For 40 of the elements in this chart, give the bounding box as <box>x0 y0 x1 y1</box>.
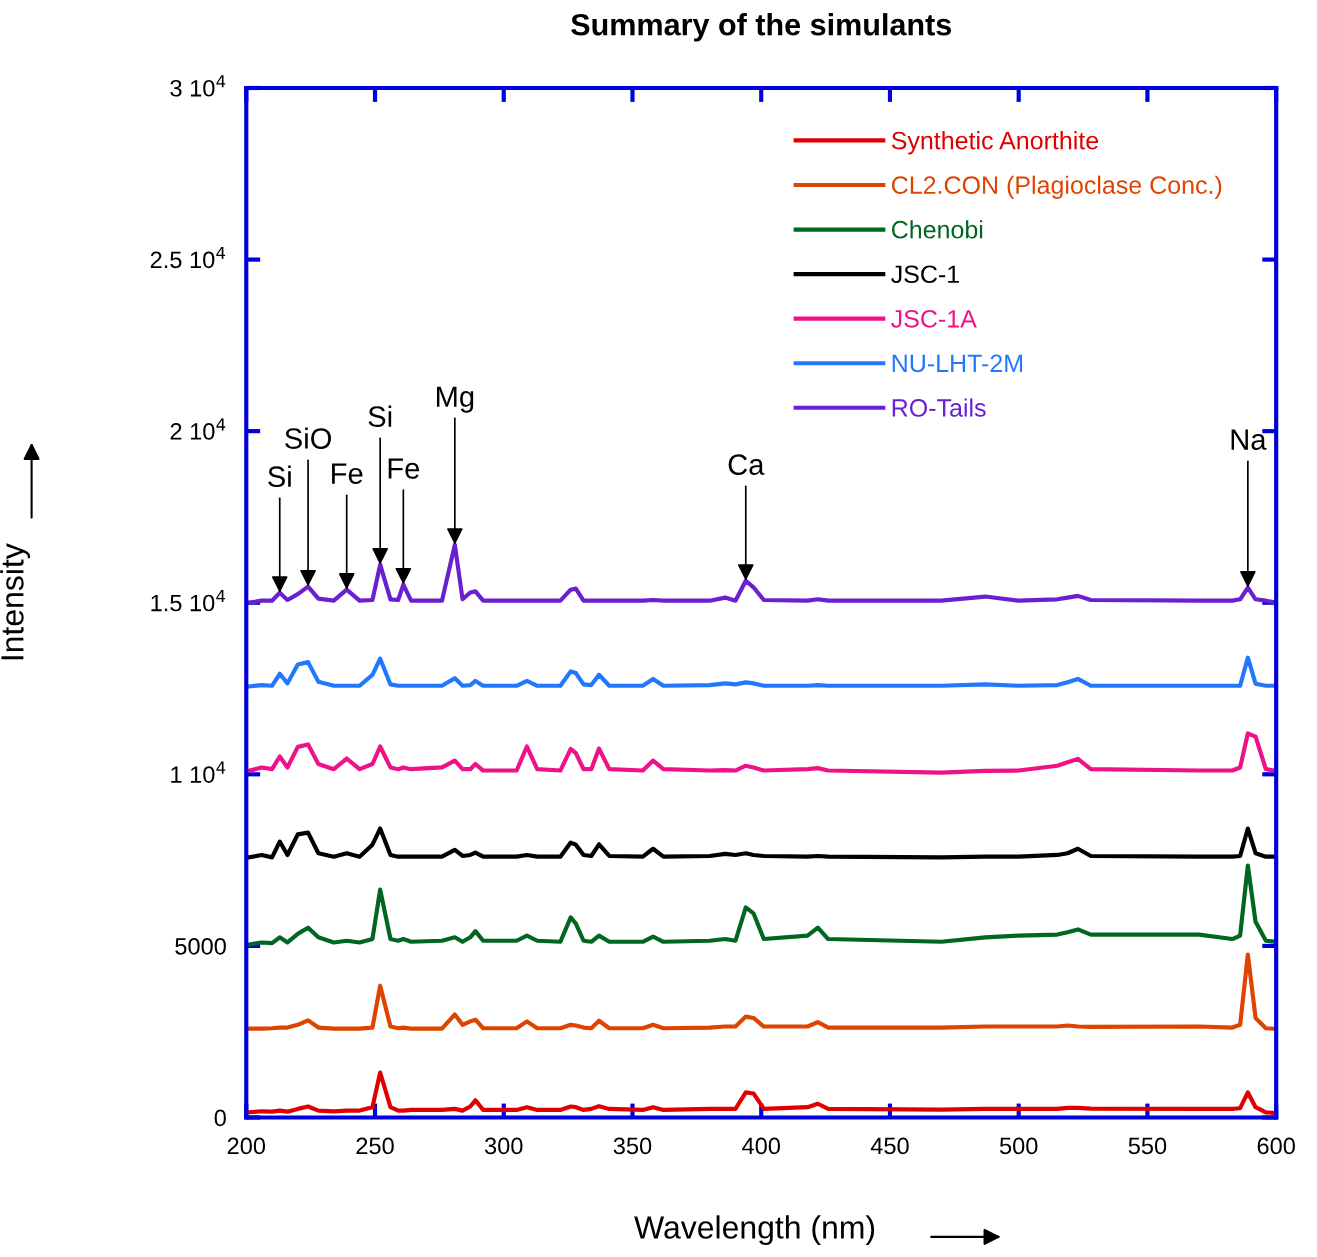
annotation: Ca <box>728 454 765 475</box>
x-tick-label: 500 <box>999 1137 1038 1155</box>
line-series <box>246 826 1277 860</box>
x-tick-label: 600 <box>1257 1137 1295 1155</box>
annotation: Fe <box>332 463 363 484</box>
y-tick-label: 3 10$^{4}$ <box>170 75 226 97</box>
y-tick-label: 5000 <box>175 937 226 955</box>
annotation: Si <box>268 465 291 488</box>
legend-label: RO-Tails <box>892 398 986 417</box>
legend-label: CL2.CON (Plagioclase Conc.) <box>891 175 1222 199</box>
x-tick-label: 550 <box>1128 1137 1167 1155</box>
annotation: Na <box>1231 429 1267 450</box>
x-tick-label: 250 <box>356 1137 394 1155</box>
annotation: Fe <box>388 458 420 479</box>
legend-label: Synthetic Anorthite <box>891 131 1099 155</box>
x-tick-label: 450 <box>870 1137 909 1155</box>
y-axis-title: Intensity <box>0 543 30 660</box>
legend-label: JSC-1A <box>891 309 977 328</box>
x-tick-label: 200 <box>227 1137 266 1155</box>
line-series <box>246 655 1277 689</box>
line-series <box>246 952 1277 1032</box>
y-tick-label: 2.5 10$^{4}$ <box>150 246 226 269</box>
line-series <box>246 731 1277 775</box>
y-tick-label: 2 10$^{4}$ <box>170 418 226 440</box>
legend-label: Chenobi <box>891 220 983 239</box>
x-axis-title: Wavelength (nm) <box>634 1215 875 1246</box>
annotation: Si <box>368 405 392 427</box>
legend-label: NU-LHT-2M <box>892 354 1023 373</box>
x-tick-label: 300 <box>484 1137 523 1155</box>
y-tick-label: 1.5 10$^{4}$ <box>151 590 226 612</box>
x-tick-label: 350 <box>613 1137 652 1155</box>
annotation: SiO <box>285 427 331 449</box>
line-series <box>246 863 1277 947</box>
y-tick-label: 1 10$^{4}$ <box>171 761 226 783</box>
x-tick-label: 400 <box>742 1137 780 1155</box>
chart-title: Summary of the simulants <box>571 13 951 42</box>
line-series <box>246 1070 1277 1116</box>
y-tick-label: 0 <box>214 1109 226 1127</box>
legend-label: JSC-1 <box>891 265 959 284</box>
annotation: Mg <box>436 386 474 413</box>
